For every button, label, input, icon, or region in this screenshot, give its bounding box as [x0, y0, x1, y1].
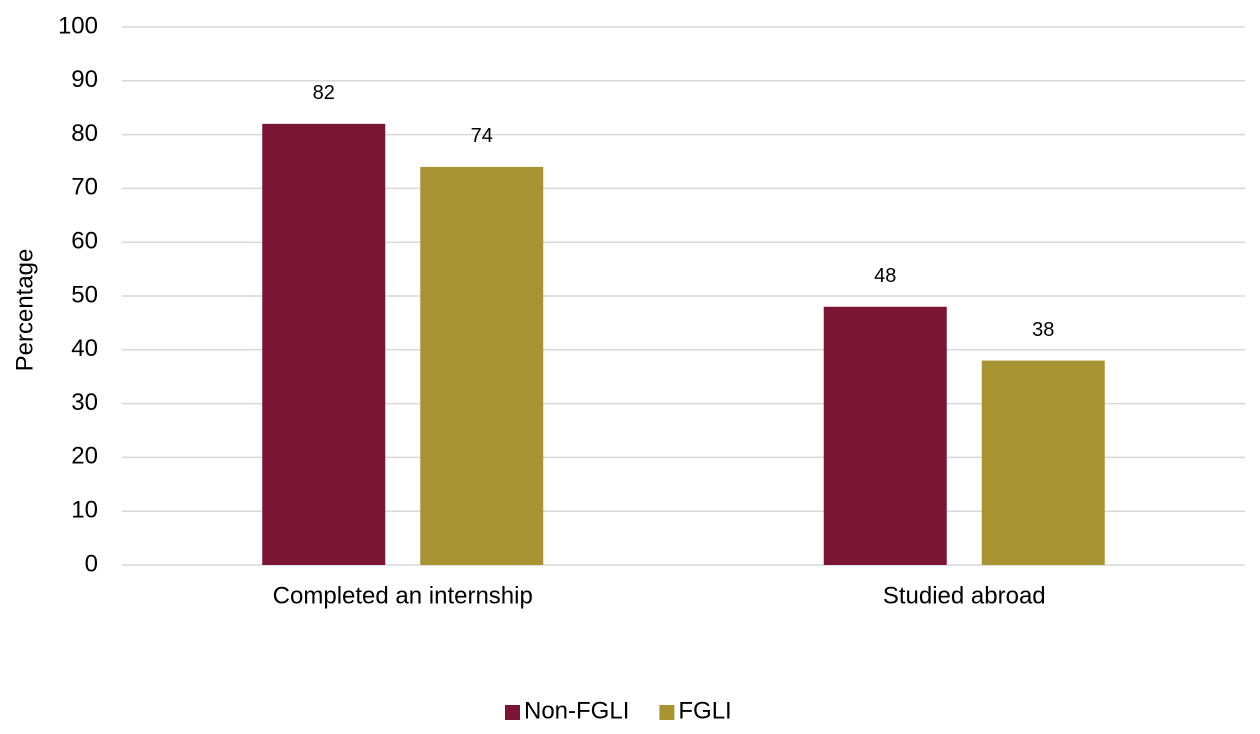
data-label: 38 [1032, 319, 1054, 341]
y-tick-label: 100 [58, 12, 98, 39]
bar [823, 306, 947, 565]
bar [981, 360, 1105, 565]
x-tick-label: Completed an internship [273, 582, 533, 609]
y-tick-label: 50 [71, 281, 98, 308]
legend-swatch [659, 705, 675, 720]
bar [262, 123, 386, 565]
y-tick-label: 80 [71, 120, 98, 147]
y-tick-label: 90 [71, 66, 98, 93]
y-tick-label: 60 [71, 228, 98, 255]
y-tick-label: 30 [71, 389, 98, 416]
data-label: 48 [874, 265, 896, 287]
y-tick-label: 0 [85, 550, 98, 577]
bar [420, 166, 544, 565]
legend-label: Non-FGLI [524, 697, 629, 724]
legend-label: FGLI [678, 697, 731, 724]
y-tick-label: 10 [71, 497, 98, 524]
data-label: 74 [471, 125, 493, 147]
y-tick-label: 20 [71, 443, 98, 470]
y-axis-label: Percentage [11, 249, 38, 372]
x-tick-label: Studied abroad [883, 582, 1046, 609]
y-tick-label: 40 [71, 335, 98, 362]
data-label: 82 [313, 82, 335, 104]
legend-swatch [505, 705, 520, 720]
y-tick-label: 70 [71, 174, 98, 201]
